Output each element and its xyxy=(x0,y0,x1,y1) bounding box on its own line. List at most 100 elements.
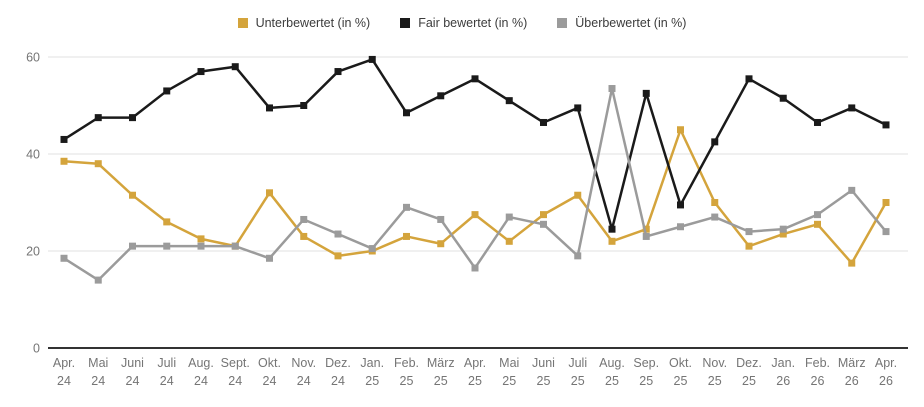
data-point-marker xyxy=(60,157,68,165)
legend-label-fair-bewertet: Fair bewertet (in %) xyxy=(418,16,528,30)
data-point-marker xyxy=(300,102,308,109)
data-point-marker xyxy=(848,104,856,112)
data-point-marker xyxy=(437,240,445,248)
data-point-marker xyxy=(711,199,719,206)
data-point-marker xyxy=(129,114,136,122)
x-tick-label-month: Aug. xyxy=(599,356,625,370)
x-tick-label-month: Dez. xyxy=(325,356,351,370)
x-tick-label-year: 24 xyxy=(160,374,174,388)
x-tick-label-year: 24 xyxy=(194,374,208,388)
x-tick-label-year: 26 xyxy=(776,374,790,388)
data-point-marker xyxy=(266,104,273,112)
x-tick-label-year: 25 xyxy=(605,374,619,388)
x-tick-label-month: Apr. xyxy=(53,356,75,370)
x-tick-label-year: 25 xyxy=(468,374,482,388)
legend-swatch-unterbewertet-icon xyxy=(237,18,248,28)
x-tick-label-month: Dez. xyxy=(736,356,762,370)
data-point-marker xyxy=(540,118,547,126)
data-point-marker xyxy=(368,245,376,253)
data-point-marker xyxy=(779,94,787,102)
data-point-marker xyxy=(608,225,616,233)
data-point-marker xyxy=(711,213,719,221)
data-point-marker xyxy=(574,104,582,112)
y-tick-label: 40 xyxy=(26,148,40,162)
x-tick-label-year: 24 xyxy=(331,374,345,388)
legend-item-ueberbewertet: Überbewertet (in %) xyxy=(557,16,686,30)
series-line xyxy=(62,58,888,231)
x-tick-label-year: 25 xyxy=(502,374,516,388)
data-point-marker xyxy=(711,138,719,146)
y-tick-label: 0 xyxy=(33,342,40,356)
x-tick-label-month: Nov. xyxy=(291,356,316,370)
x-tick-label-year: 24 xyxy=(263,374,277,388)
data-point-marker xyxy=(403,109,410,117)
data-point-marker xyxy=(574,252,582,260)
data-point-marker xyxy=(848,186,856,194)
data-point-marker xyxy=(505,213,513,221)
data-point-marker xyxy=(266,254,273,262)
legend-label-ueberbewertet: Überbewertet (in %) xyxy=(575,16,687,30)
x-tick-label-month: März xyxy=(427,356,455,370)
x-tick-label-month: Jan. xyxy=(360,356,384,370)
x-tick-label-month: Feb. xyxy=(805,356,830,370)
y-tick-label: 20 xyxy=(26,245,40,259)
x-tick-label-year: 25 xyxy=(434,374,448,388)
data-point-marker xyxy=(882,228,890,236)
x-tick-label-year: 24 xyxy=(126,374,140,388)
data-point-marker xyxy=(334,252,342,260)
data-point-marker xyxy=(163,218,171,226)
data-point-marker xyxy=(368,55,376,63)
data-point-marker xyxy=(129,191,136,199)
data-point-marker xyxy=(403,232,410,240)
data-point-marker xyxy=(814,211,821,219)
data-point-marker xyxy=(163,242,171,250)
data-point-marker xyxy=(677,126,684,134)
data-point-marker xyxy=(163,87,171,95)
x-tick-label-year: 26 xyxy=(879,374,893,388)
data-point-marker xyxy=(642,225,650,233)
x-tick-label-month: Okt. xyxy=(669,356,692,370)
x-tick-label-month: Juli xyxy=(568,356,587,370)
x-tick-label-month: Apr. xyxy=(875,356,897,370)
data-point-marker xyxy=(882,199,890,206)
x-tick-label-month: Juni xyxy=(121,356,144,370)
x-tick-label-year: 25 xyxy=(400,374,414,388)
x-tick-label-month: Okt. xyxy=(258,356,281,370)
data-point-marker xyxy=(60,135,68,143)
x-tick-label-month: März xyxy=(838,356,866,370)
x-tick-label-year: 26 xyxy=(811,374,825,388)
x-tick-label-month: Feb. xyxy=(394,356,419,370)
data-point-marker xyxy=(540,211,547,219)
data-point-marker xyxy=(94,114,102,122)
x-tick-label-month: Jan. xyxy=(771,356,795,370)
x-tick-label-month: Mai xyxy=(499,356,519,370)
legend-item-unterbewertet: Unterbewertet (in %) xyxy=(237,16,371,30)
data-point-marker xyxy=(540,220,547,228)
x-tick-label-year: 25 xyxy=(742,374,756,388)
x-tick-label-year: 25 xyxy=(571,374,585,388)
y-tick-label: 60 xyxy=(26,51,40,65)
x-tick-label-year: 25 xyxy=(639,374,653,388)
data-point-marker xyxy=(334,230,342,238)
data-point-marker xyxy=(437,215,445,223)
data-point-marker xyxy=(471,264,479,272)
chart-legend: Unterbewertet (in %) Fair bewertet (in %… xyxy=(0,16,924,30)
data-point-marker xyxy=(745,228,753,236)
x-tick-label-month: Mai xyxy=(88,356,108,370)
data-point-marker xyxy=(334,68,342,76)
data-point-marker xyxy=(642,89,650,97)
x-tick-label-year: 25 xyxy=(674,374,688,388)
x-tick-label-year: 25 xyxy=(537,374,551,388)
data-point-marker xyxy=(471,211,479,219)
data-point-marker xyxy=(505,97,513,105)
data-point-marker xyxy=(848,259,856,267)
x-tick-label-month: Sept. xyxy=(221,356,250,370)
data-point-marker xyxy=(779,225,787,233)
data-point-marker xyxy=(814,118,821,126)
legend-label-unterbewertet: Unterbewertet (in %) xyxy=(255,16,371,30)
data-point-marker xyxy=(231,63,239,71)
data-point-marker xyxy=(60,254,68,262)
data-point-marker xyxy=(94,160,102,168)
data-point-marker xyxy=(197,242,205,250)
